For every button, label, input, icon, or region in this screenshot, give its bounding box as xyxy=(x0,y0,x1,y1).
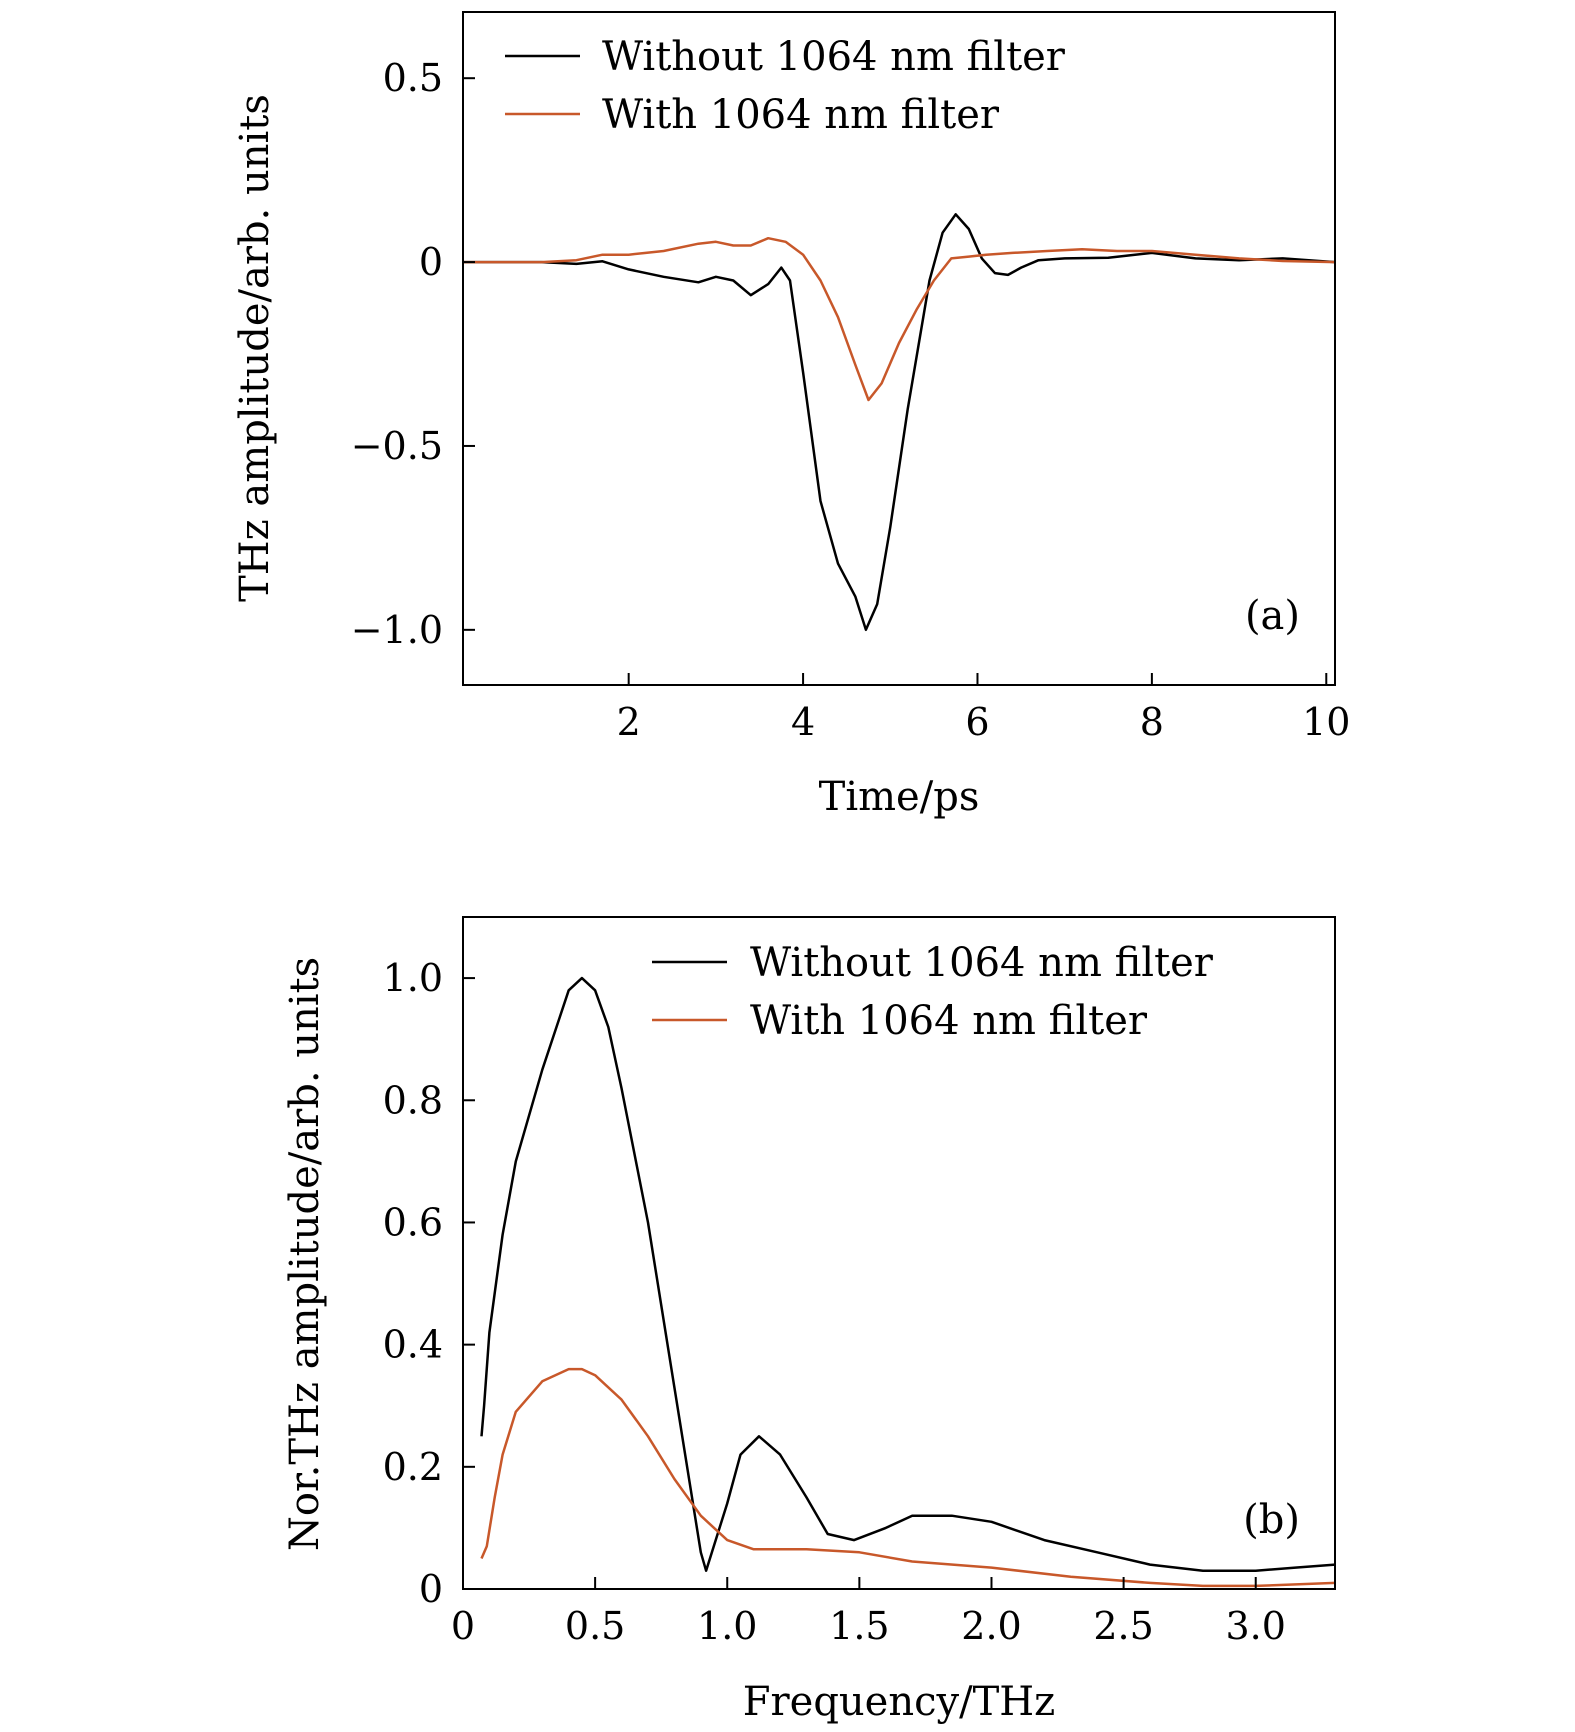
panel-b-frame xyxy=(462,916,1336,1590)
panel-b-xtick-label: 0 xyxy=(451,1604,475,1648)
panel-a-ytick-label: 0 xyxy=(419,240,443,284)
panel-b-ytick-label: 0.2 xyxy=(383,1445,443,1489)
panel-a-legend-label-with: With 1064 nm filter xyxy=(602,92,1000,138)
panel-a-xtick-label: 4 xyxy=(791,700,815,744)
panel-b-series-lines xyxy=(480,976,1336,1588)
panel-a-time-domain: 2 4 6 8 10 0.5 0 −0.5 −1.0 Time/ps THz amplitude… xyxy=(232,11,1351,820)
panel-a-series-with-filter-line xyxy=(463,236,1336,402)
panel-b-xtick-label: 1.5 xyxy=(829,1604,889,1648)
panel-b-ylabel: Nor.THz amplitude/arb. units xyxy=(282,957,328,1551)
panel-b-ytick-label: 0 xyxy=(419,1567,443,1611)
panel-a-ytick-label: −0.5 xyxy=(351,424,443,468)
panel-b-ytick-label: 0.4 xyxy=(383,1323,443,1367)
panel-b-series-with-filter-line xyxy=(480,1367,1336,1588)
panel-b-xtick-label: 0.5 xyxy=(565,1604,625,1648)
panel-a-xtick-label: 6 xyxy=(965,700,989,744)
panel-a-ticks: 2 4 6 8 10 0.5 0 −0.5 −1.0 xyxy=(351,56,1351,744)
panel-b-frequency-domain: 0 0.5 1.0 1.5 2.0 2.5 3.0 0 0.2 0.4 0.6 0.8 1.0 Freq… xyxy=(282,916,1336,1725)
panel-a-legend-label-without: Without 1064 nm filter xyxy=(602,34,1066,80)
panel-a-frame xyxy=(462,11,1336,686)
panel-a-ytick-label: −1.0 xyxy=(351,608,443,652)
panel-a-series-without-filter-line xyxy=(463,213,1336,632)
panel-b-ticks: 0 0.5 1.0 1.5 2.0 2.5 3.0 0 0.2 0.4 0.6 0.8 1.0 xyxy=(383,956,1286,1648)
panel-a-legend: Without 1064 nm filter With 1064 nm filt… xyxy=(505,34,1066,138)
panel-a-panel-label: (a) xyxy=(1245,593,1300,639)
panel-a-xtick-label: 2 xyxy=(617,700,641,744)
panel-a-series-lines xyxy=(463,213,1336,632)
panel-b-xlabel: Frequency/THz xyxy=(743,1679,1055,1725)
panel-b-series-without-filter-line xyxy=(480,976,1336,1572)
panel-b-xtick-label: 2.0 xyxy=(961,1604,1021,1648)
panel-a-xlabel: Time/ps xyxy=(819,774,980,820)
panel-b-ytick-label: 0.6 xyxy=(383,1200,443,1244)
panel-b-legend-label-without: Without 1064 nm filter xyxy=(750,940,1214,986)
panel-b-panel-label: (b) xyxy=(1243,1497,1300,1543)
panel-a-ylabel: THz amplitude/arb. units xyxy=(232,94,278,602)
panel-a-xtick-label: 10 xyxy=(1302,700,1350,744)
panel-b-xtick-label: 1.0 xyxy=(697,1604,757,1648)
panel-b-ytick-label: 1.0 xyxy=(383,956,443,1000)
panel-b-xtick-label: 2.5 xyxy=(1093,1604,1153,1648)
panel-b-legend-label-with: With 1064 nm filter xyxy=(750,998,1148,1044)
panel-a-xtick-label: 8 xyxy=(1140,700,1164,744)
panel-a-ytick-label: 0.5 xyxy=(383,56,443,100)
panel-b-xtick-label: 3.0 xyxy=(1226,1604,1286,1648)
panel-b-ytick-label: 0.8 xyxy=(383,1078,443,1122)
panel-b-legend: Without 1064 nm filter With 1064 nm filt… xyxy=(652,940,1214,1044)
